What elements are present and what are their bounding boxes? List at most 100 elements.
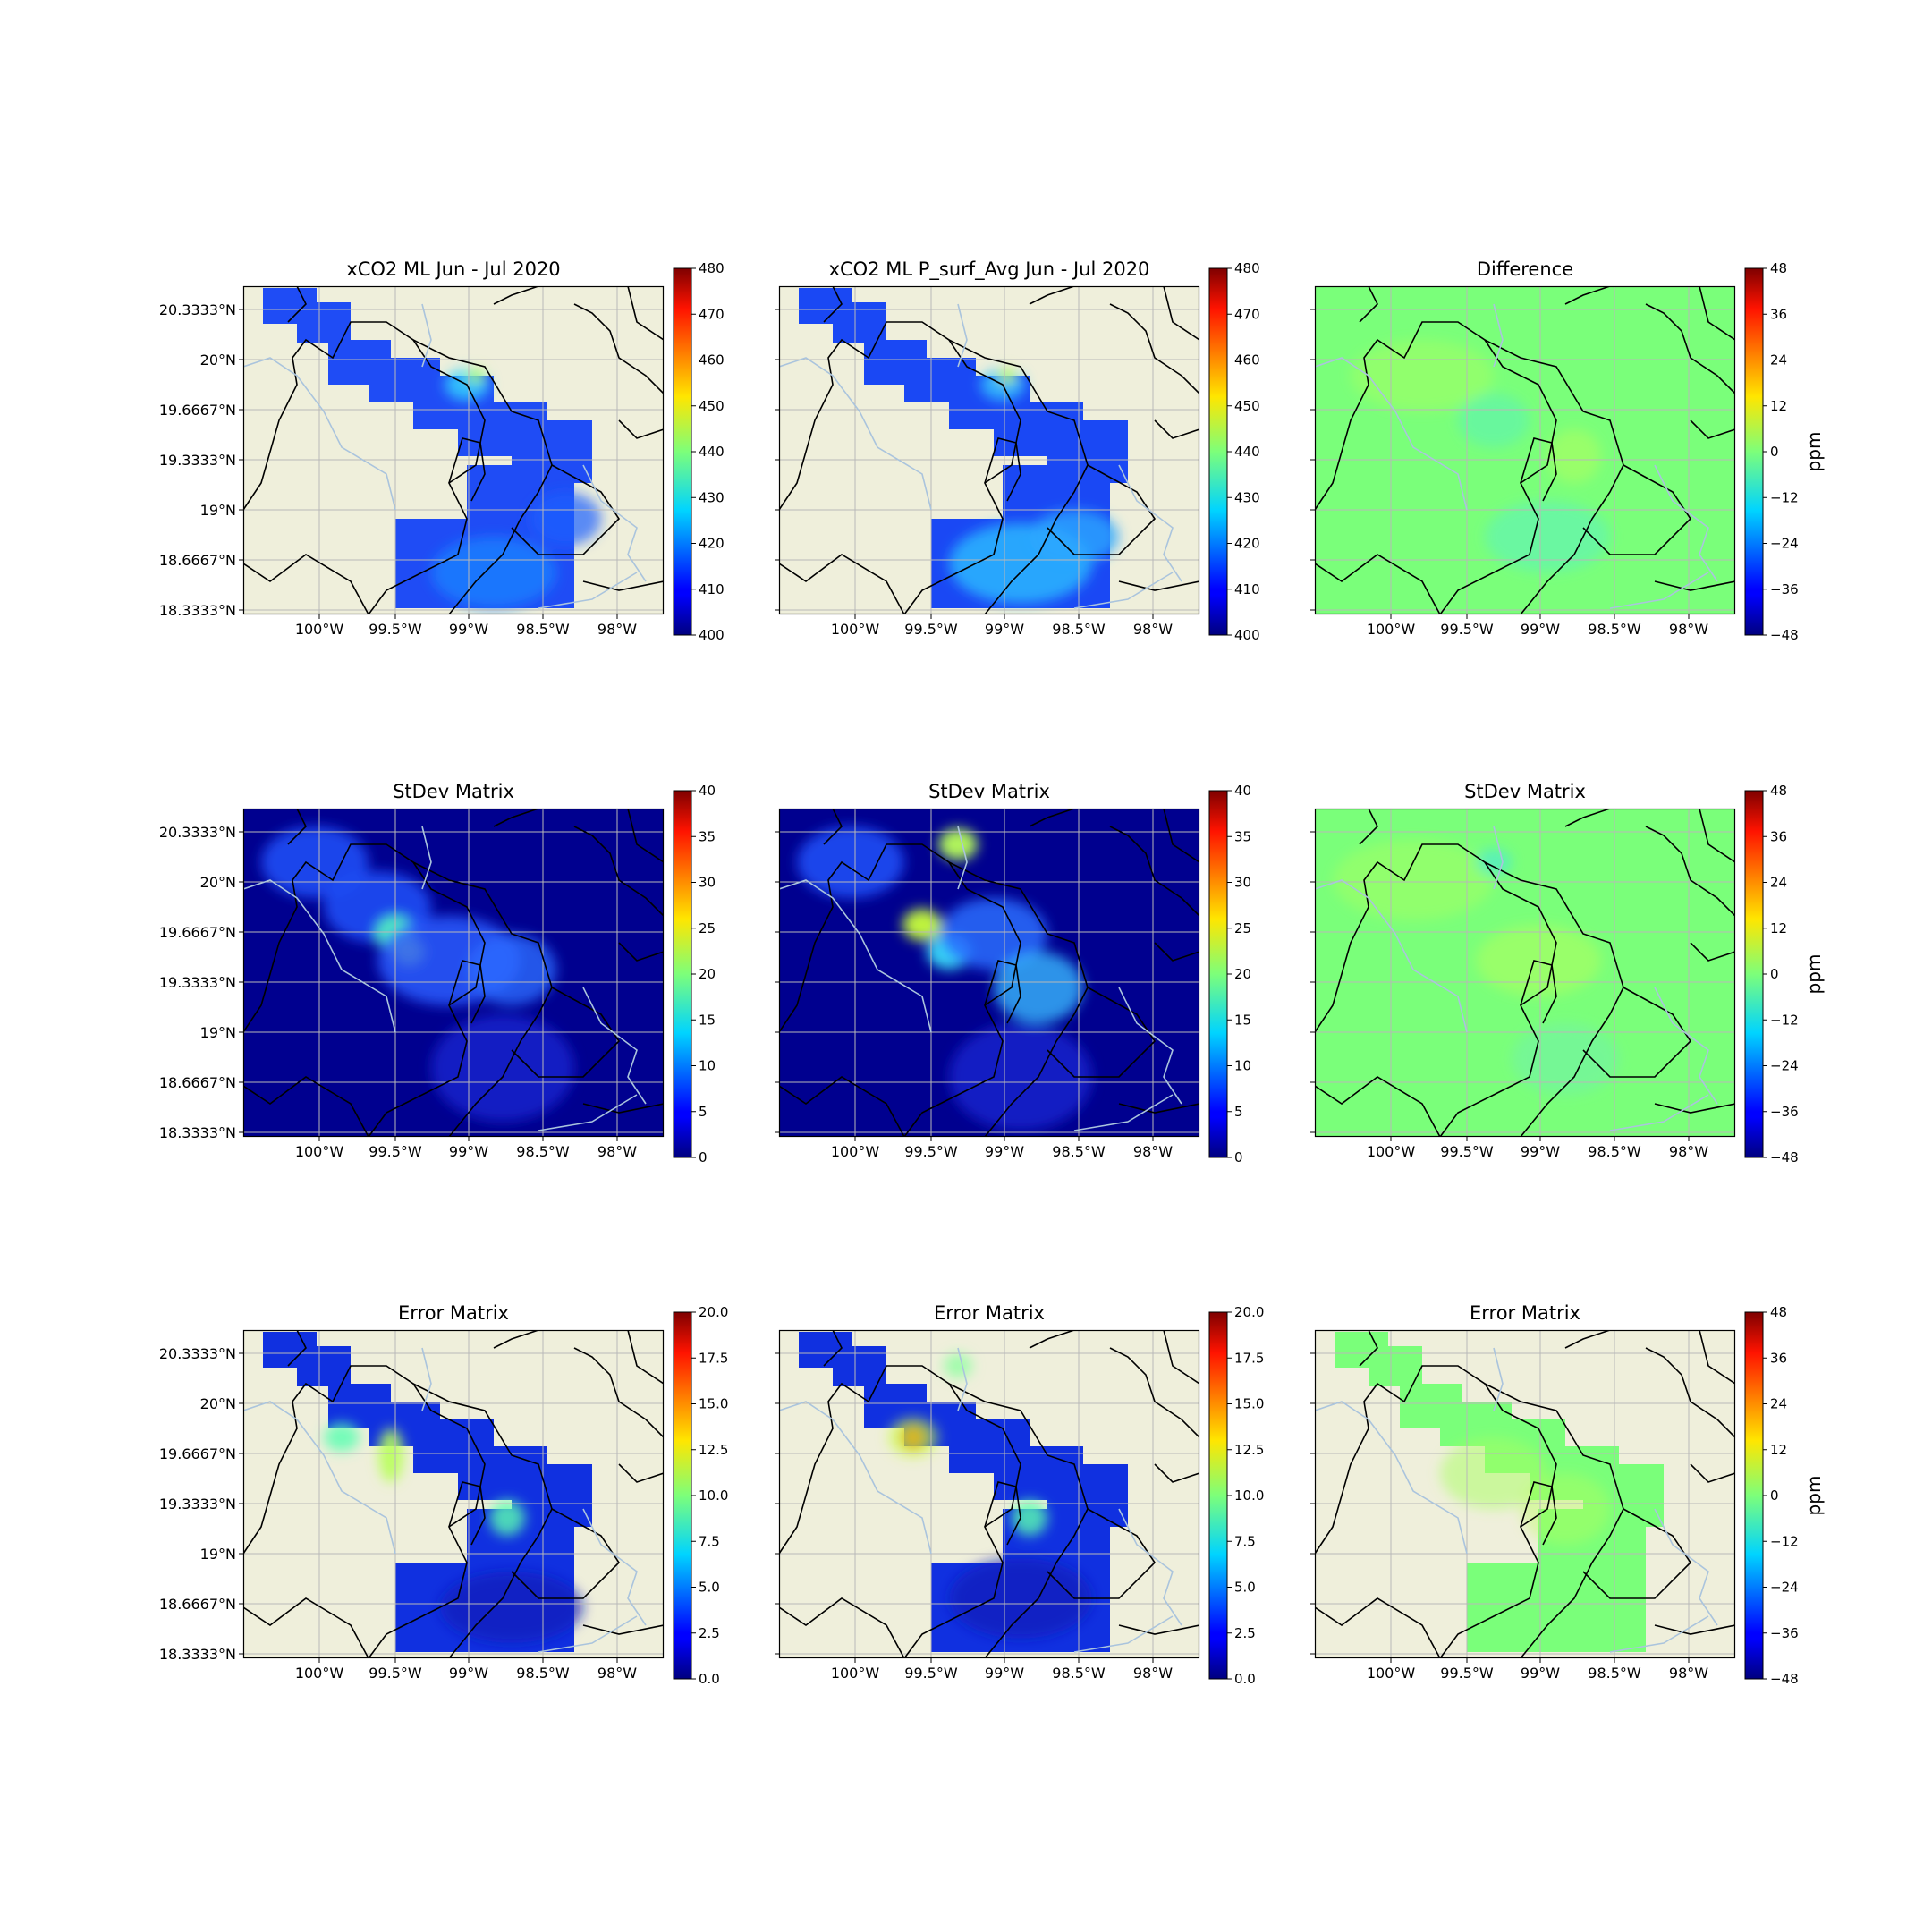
data-hotspot xyxy=(378,1428,403,1482)
colorbar-tick-label: 15 xyxy=(699,1012,716,1028)
river-line xyxy=(1654,1508,1718,1626)
state-borders xyxy=(243,1330,664,1658)
map-panel: Error Matrix 100°W 99.5°W 99°W 98.5°W 98°W 20.… xyxy=(159,1302,729,1687)
colorbar-tick-label: 5.0 xyxy=(1234,1580,1256,1596)
border-line xyxy=(573,1347,664,1438)
lon-tick-label: 99.5°W xyxy=(369,621,422,638)
colorbar-tick-label: 470 xyxy=(699,306,724,322)
river-line xyxy=(1654,987,1718,1105)
map-frame xyxy=(778,285,1200,615)
data-hotspot xyxy=(940,898,1047,970)
data-hotspot xyxy=(998,369,1016,383)
data-hotspot xyxy=(1476,925,1601,996)
colorbar-tick-label: 20 xyxy=(1234,966,1251,982)
river-line xyxy=(1609,1615,1709,1653)
colorbar-tick-label: 0 xyxy=(1770,444,1779,460)
map-area xyxy=(1315,809,1735,1137)
border-line xyxy=(1315,321,1557,614)
lat-tick-label: 18.6667°N xyxy=(159,1074,236,1091)
border-line xyxy=(573,826,664,917)
gridlines xyxy=(779,1330,1199,1658)
border-line xyxy=(823,286,843,323)
colorbar-unit-label: ppm xyxy=(1803,432,1825,472)
colorbar-gradient xyxy=(1744,267,1764,636)
colorbar-tick-label: 5 xyxy=(699,1104,708,1120)
river-line xyxy=(1493,1347,1504,1411)
border-line xyxy=(493,1330,539,1349)
river-line xyxy=(582,1508,647,1626)
border-line xyxy=(1645,1347,1735,1438)
rivers xyxy=(1315,826,1718,1131)
river-line xyxy=(243,879,396,1033)
colorbar-tick-label: 36 xyxy=(1770,306,1787,322)
river-line xyxy=(1073,572,1174,609)
lat-tick-label: 19°N xyxy=(200,1546,236,1563)
data-hotspot xyxy=(1333,840,1494,920)
colorbar-tick-label: −48 xyxy=(1770,1671,1799,1687)
data-hotspot xyxy=(949,1023,1092,1131)
colorbar-unit-label: ppm xyxy=(1803,954,1825,995)
colorbar-tick-label: 2.5 xyxy=(699,1625,720,1641)
lon-tick-label: 99.5°W xyxy=(369,1143,422,1160)
border-line xyxy=(1654,1103,1735,1114)
lon-tick-label: 99°W xyxy=(1521,621,1560,638)
border-line xyxy=(1359,1330,1378,1367)
border-line xyxy=(1163,809,1199,863)
lat-tick-label: 18.6667°N xyxy=(159,552,236,569)
map-area xyxy=(779,286,1199,614)
colorbar: 480 470 460 450 440 430 420 410 400 xyxy=(673,260,724,643)
colorbar-tick-label: 400 xyxy=(1234,627,1260,643)
rivers xyxy=(779,826,1182,1131)
colorbar-tick-label: 0.0 xyxy=(699,1671,720,1687)
border-line xyxy=(511,987,621,1078)
colorbar-gradient xyxy=(673,267,692,636)
colorbar-tick-label: 25 xyxy=(1234,920,1251,936)
border-line xyxy=(287,286,307,323)
colorbar-tick-label: 10.0 xyxy=(1234,1487,1264,1504)
panel-title: Difference xyxy=(1477,258,1573,280)
river-line xyxy=(538,1615,638,1653)
border-line xyxy=(1109,826,1199,917)
colorbar-tick-label: 40 xyxy=(699,783,716,799)
border-line xyxy=(984,1481,1021,1546)
border-line xyxy=(1029,809,1075,827)
river-line xyxy=(1073,1094,1174,1131)
data-hotspot xyxy=(938,828,978,860)
colorbar-gradient xyxy=(673,1311,692,1680)
map-area xyxy=(243,286,664,614)
river-line xyxy=(538,1094,638,1131)
map-frame xyxy=(1314,285,1736,615)
colorbar-tick-label: 20 xyxy=(699,966,716,982)
lon-tick-label: 98°W xyxy=(1133,1143,1173,1160)
border-line xyxy=(1029,286,1075,305)
data-hotspot xyxy=(949,1558,1092,1639)
colorbar-tick-label: 40 xyxy=(1234,783,1251,799)
gridlines xyxy=(243,286,664,614)
colorbar-gradient xyxy=(1208,790,1228,1158)
river-line xyxy=(582,464,647,582)
border-line xyxy=(1564,1330,1611,1349)
lon-tick-label: 98.5°W xyxy=(516,1665,570,1682)
data-hotspot xyxy=(489,1500,525,1536)
data-hotspot xyxy=(1512,1023,1619,1095)
border-line xyxy=(1118,580,1199,591)
river-line xyxy=(243,357,396,511)
state-borders xyxy=(243,809,664,1137)
border-line xyxy=(1118,1624,1199,1635)
river-line xyxy=(957,303,968,368)
state-borders xyxy=(779,1330,1199,1658)
lon-tick-label: 99.5°W xyxy=(904,621,958,638)
panel-title: xCO2 ML Jun - Jul 2020 xyxy=(346,258,560,280)
panel-title: StDev Matrix xyxy=(928,781,1050,802)
data-hotspot xyxy=(797,826,904,898)
lon-tick-label: 100°W xyxy=(1367,1665,1416,1682)
map-panel: Error Matrix 100°W 99.5°W 99°W 98.5°W 98°W 20.… xyxy=(775,1302,1264,1687)
lon-tick-label: 98.5°W xyxy=(1052,621,1106,638)
border-line xyxy=(1359,809,1378,845)
data-hotspots xyxy=(949,369,1119,604)
lon-tick-label: 98°W xyxy=(1133,621,1173,638)
river-line xyxy=(1493,826,1504,890)
state-borders xyxy=(779,286,1199,614)
colorbar-tick-label: 25 xyxy=(699,920,716,936)
border-line xyxy=(1163,1330,1199,1385)
